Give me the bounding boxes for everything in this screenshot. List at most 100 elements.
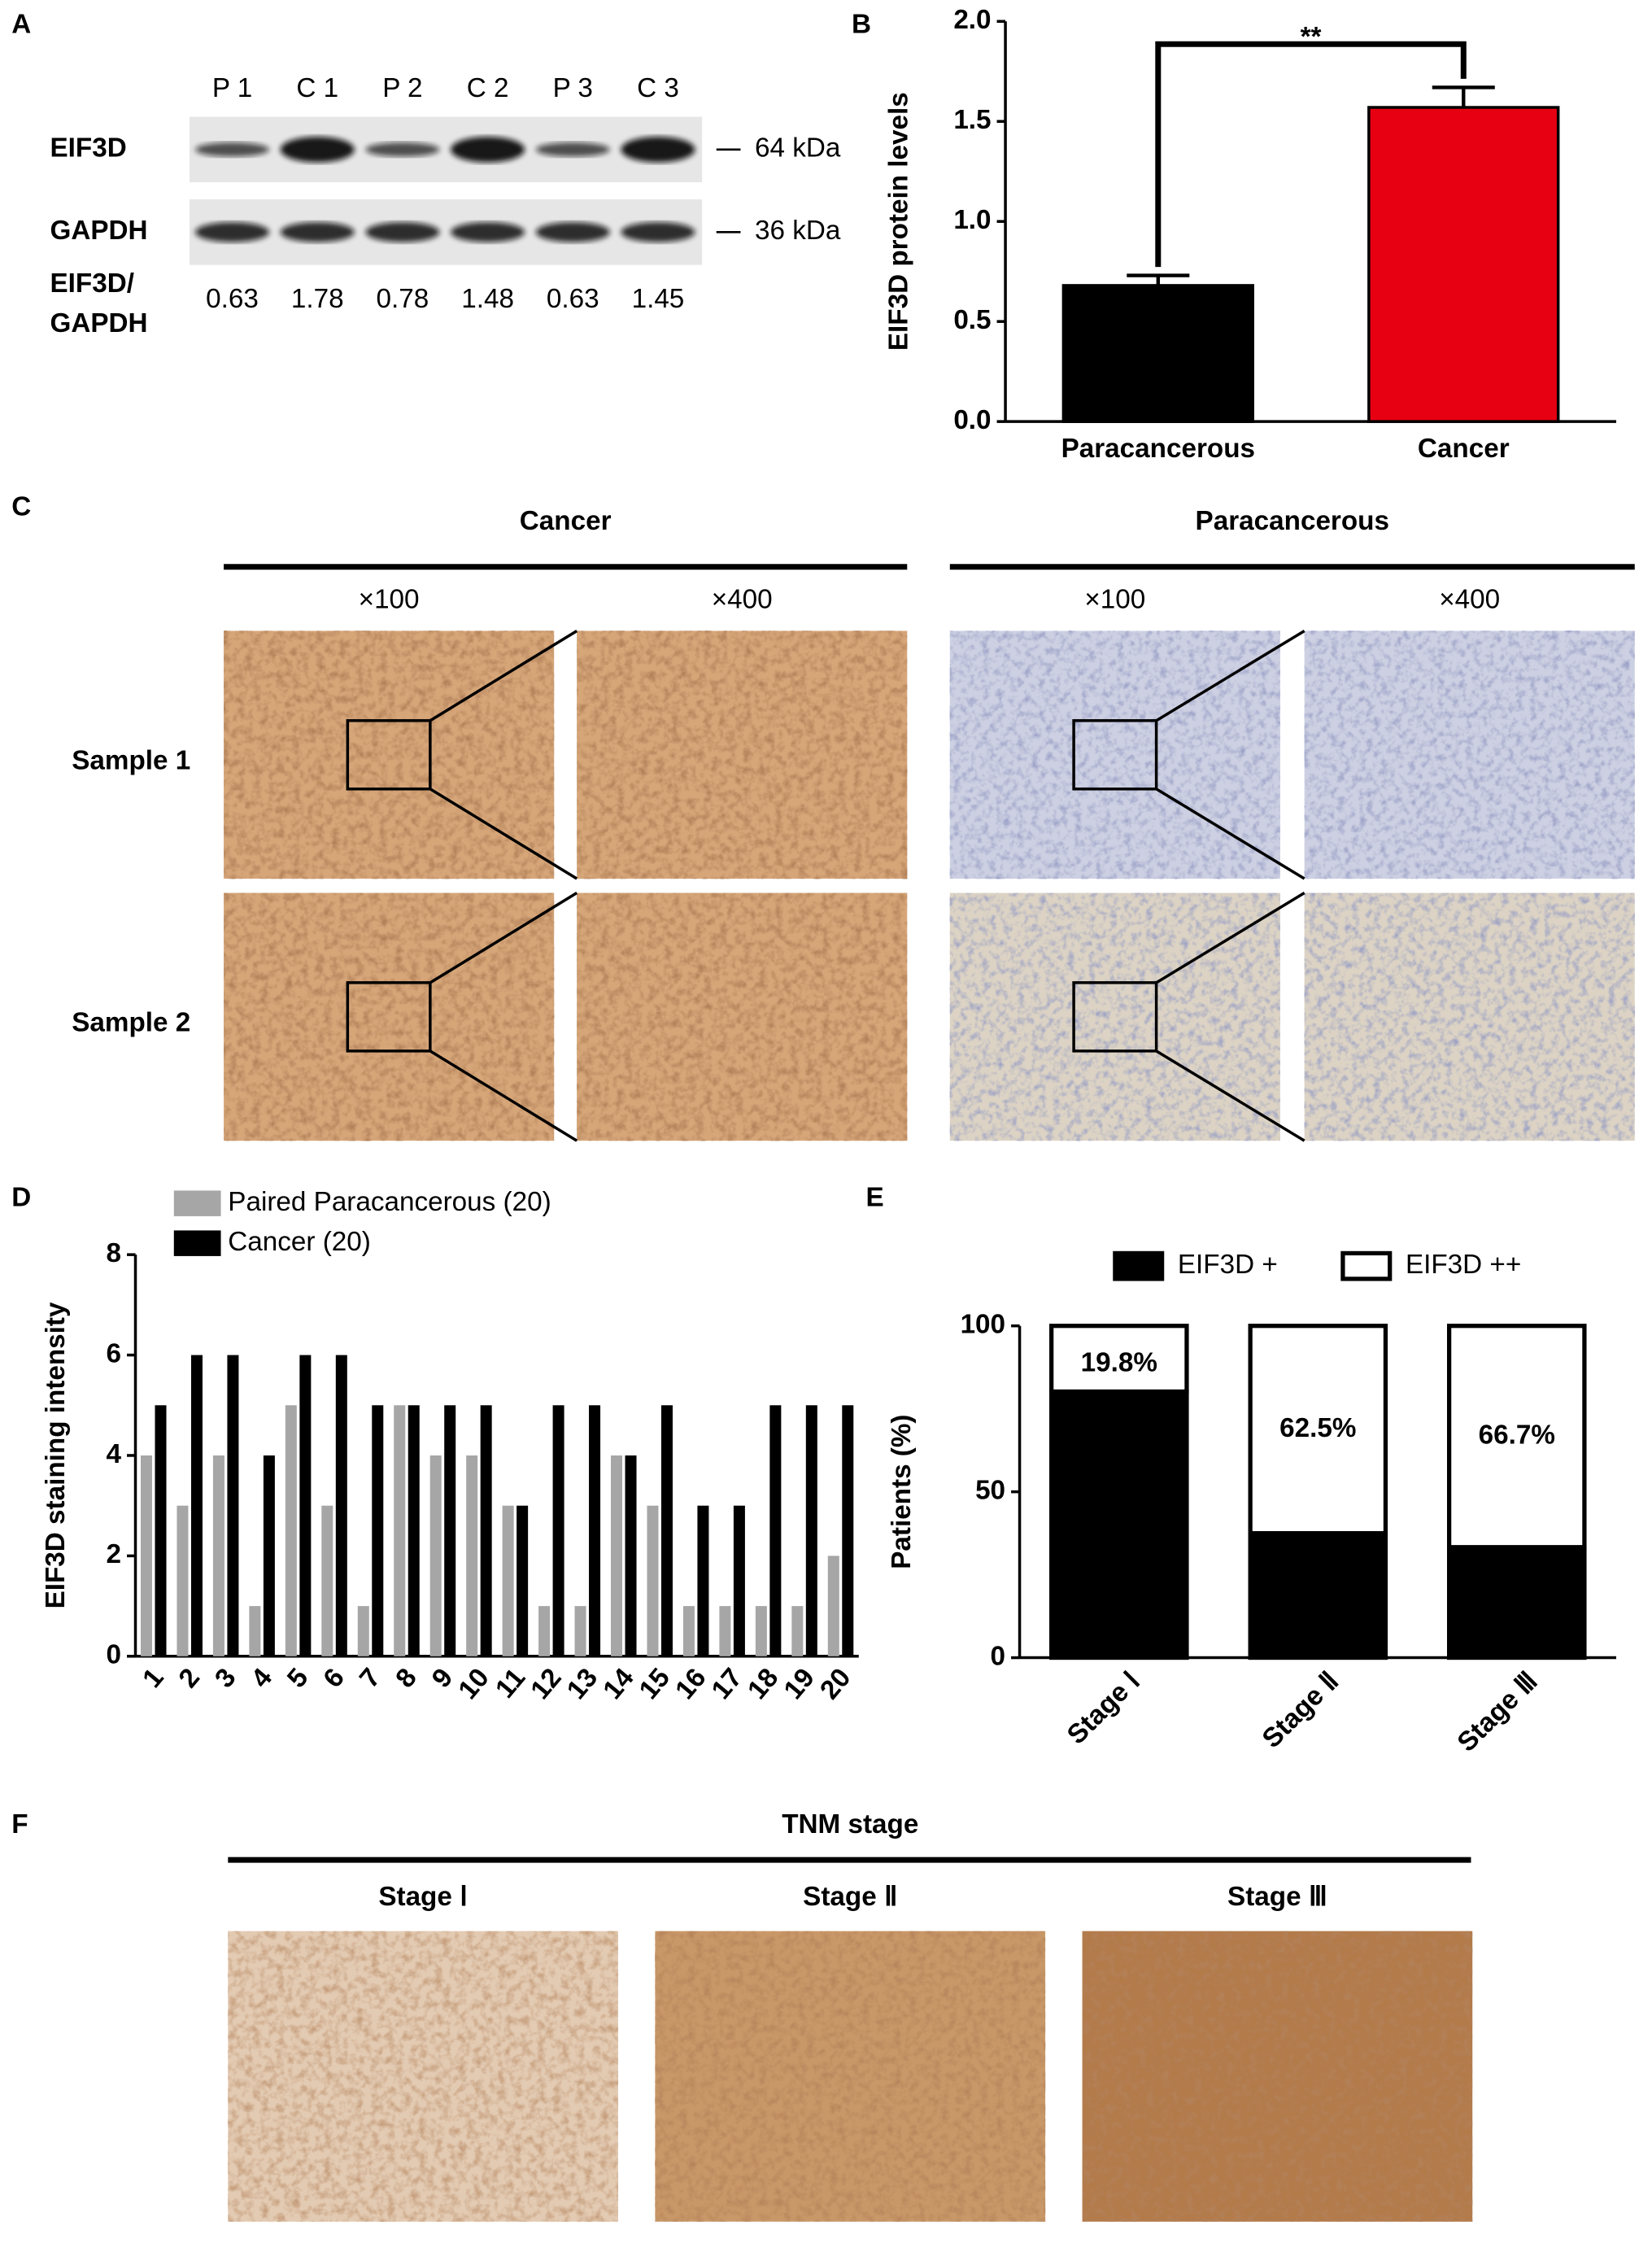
marker-label: 36 kDa: [755, 216, 841, 246]
ratio-label: EIF3D/: [50, 268, 133, 299]
zoom-box: [346, 718, 432, 791]
x-tick-label: 17: [706, 1663, 748, 1705]
value-label: 62.5%: [1279, 1413, 1356, 1443]
y-tick-label: 0: [107, 1640, 121, 1670]
value-label: 66.7%: [1479, 1420, 1555, 1450]
bar: [517, 1505, 529, 1656]
bar: [502, 1505, 514, 1656]
bar: [394, 1405, 406, 1656]
blot-band: [195, 222, 270, 242]
y-tick-label: 8: [107, 1238, 121, 1268]
bar: [249, 1606, 261, 1656]
zoom-line: [1155, 629, 1305, 722]
panel-label: C: [11, 492, 31, 522]
group-title: Paracancerous: [1196, 506, 1389, 536]
y-tick-label: 0.0: [953, 405, 991, 435]
y-axis-label: EIF3D staining intensity: [41, 1302, 71, 1608]
x-tick-label: 11: [490, 1663, 531, 1704]
zoom-line: [429, 892, 578, 984]
panel-label: A: [11, 9, 31, 39]
y-tick-label: 100: [961, 1309, 1005, 1339]
legend-label: Paired Paracancerous (20): [228, 1187, 551, 1217]
significance-bracket: [1155, 41, 1467, 268]
x-tick-label: 1: [137, 1663, 169, 1694]
magnification-label: ×400: [712, 584, 773, 614]
bar: [611, 1455, 623, 1656]
zoom-line: [429, 1049, 578, 1142]
bar: [466, 1455, 478, 1656]
y-tick-label: 2: [107, 1539, 121, 1569]
bar: [140, 1455, 152, 1656]
blot-strip: [190, 116, 703, 183]
bar-segment: [1248, 1324, 1388, 1536]
bar: [625, 1455, 637, 1656]
panel-label: F: [11, 1809, 28, 1839]
bar-segment: [1049, 1324, 1189, 1394]
blot-band: [535, 222, 610, 242]
y-tick-label: 4: [107, 1439, 122, 1469]
ihc-texture: [1304, 631, 1635, 879]
legend-swatch: [173, 1230, 221, 1256]
x-tick-label: Cancer: [1418, 434, 1510, 464]
blot-band: [451, 222, 525, 242]
x-tick-label: 15: [634, 1663, 676, 1705]
panel-label: E: [866, 1183, 884, 1213]
blot-band: [621, 222, 695, 242]
tnm-title: TNM stage: [782, 1809, 918, 1839]
magnification-label: ×400: [1439, 584, 1500, 614]
bar: [212, 1455, 224, 1656]
ihc-texture: [949, 631, 1280, 879]
bar: [589, 1405, 601, 1656]
row-label: EIF3D: [50, 133, 126, 164]
x-tick-label: 8: [390, 1663, 423, 1694]
bar: [429, 1455, 442, 1656]
blot-band: [451, 137, 525, 163]
x-tick-label: 16: [669, 1663, 712, 1705]
significance-label: **: [1301, 22, 1322, 52]
blot-band: [535, 142, 610, 157]
legend-swatch: [1340, 1250, 1393, 1281]
y-tick-label: 2.0: [953, 5, 991, 35]
x-tick-label: 20: [814, 1663, 857, 1705]
y-tick-label: 6: [107, 1338, 121, 1368]
bar: [444, 1405, 456, 1656]
stage-label: Stage Ⅲ: [1227, 1882, 1327, 1912]
ihc-texture: [1304, 892, 1635, 1141]
lane-label: C 1: [296, 73, 338, 103]
ihc-texture: [577, 631, 908, 879]
bar: [321, 1505, 333, 1656]
marker-label: 64 kDa: [755, 133, 841, 164]
x-tick-label: 7: [354, 1663, 386, 1694]
blot-strip: [190, 199, 703, 265]
stage-label: Stage Ⅱ: [803, 1882, 897, 1912]
bar: [842, 1405, 854, 1656]
stage-label: Stage Ⅰ: [378, 1882, 468, 1912]
bar: [480, 1405, 492, 1656]
lane-label: P 2: [382, 73, 422, 103]
error-bar: [1432, 85, 1495, 108]
x-tick-label: 19: [778, 1663, 821, 1705]
group-title: Cancer: [520, 506, 612, 536]
error-bar: [1127, 273, 1190, 286]
ihc-texture: [577, 892, 908, 1141]
x-tick-label: 18: [742, 1663, 784, 1705]
bar: [827, 1556, 839, 1656]
bar: [1061, 284, 1254, 423]
bar: [190, 1355, 203, 1656]
x-tick-label: 6: [318, 1663, 351, 1694]
ihc-texture: [949, 892, 1280, 1141]
bar: [791, 1606, 804, 1656]
y-axis-label: Patients (%): [887, 1414, 917, 1569]
bar-segment: [1446, 1545, 1587, 1660]
ihc-texture: [224, 892, 555, 1141]
y-tick-label: 1.5: [953, 105, 991, 135]
legend-label: Cancer (20): [228, 1227, 371, 1257]
panel-label: B: [852, 9, 871, 39]
value-label: 19.8%: [1081, 1348, 1157, 1378]
zoom-line: [429, 629, 578, 722]
y-axis-label: EIF3D protein levels: [883, 92, 913, 351]
legend-swatch: [1113, 1250, 1165, 1281]
bar-segment: [1049, 1389, 1189, 1660]
tnm-texture: [655, 1931, 1046, 2222]
bar: [538, 1606, 551, 1656]
